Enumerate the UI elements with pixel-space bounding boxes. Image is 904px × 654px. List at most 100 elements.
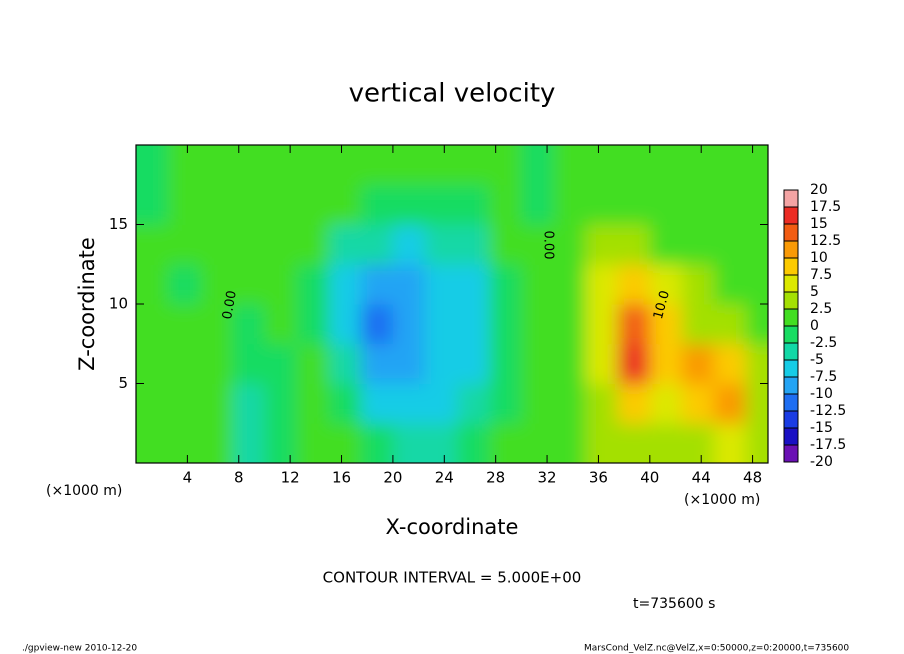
field-cell xyxy=(649,264,683,305)
field-cell xyxy=(617,264,651,305)
field-cell xyxy=(264,264,298,305)
field-cell xyxy=(360,145,394,186)
field-cell xyxy=(296,304,330,345)
y-unit: (×1000 m) xyxy=(46,483,122,499)
colorbar-bin xyxy=(784,360,798,377)
field-cell xyxy=(392,264,426,305)
field-cell xyxy=(617,343,651,384)
field-cell xyxy=(714,343,747,384)
field-cell xyxy=(746,184,768,225)
field-cell xyxy=(392,423,426,463)
field-cell xyxy=(360,264,394,305)
field-cell xyxy=(585,264,619,305)
colorbar-label: -20 xyxy=(810,454,833,470)
field-cell xyxy=(425,343,458,384)
field-cell xyxy=(746,224,768,265)
field-cell xyxy=(649,145,683,186)
field-cell xyxy=(168,224,201,265)
field-cell xyxy=(521,145,554,186)
field-cell xyxy=(360,224,394,265)
field-cell xyxy=(168,343,201,384)
field-cell xyxy=(296,145,330,186)
field-cell xyxy=(264,184,298,225)
colorbar-bin xyxy=(784,394,798,411)
field-cell xyxy=(521,423,554,463)
x-tick-label: 28 xyxy=(486,469,505,487)
field-cell xyxy=(200,224,233,265)
field-cell xyxy=(681,423,715,463)
field-cell xyxy=(168,145,201,186)
x-tick-label: 44 xyxy=(692,469,711,487)
field-cell xyxy=(617,304,651,345)
field-cell xyxy=(328,224,362,265)
colorbar-label: 15 xyxy=(810,216,828,232)
colorbar-label: 10 xyxy=(810,250,828,266)
field-cell xyxy=(232,264,265,305)
field-cell xyxy=(746,343,768,384)
field-cell xyxy=(489,264,522,305)
x-tick-label: 16 xyxy=(332,469,351,487)
field-cell xyxy=(232,383,265,424)
field-cell xyxy=(457,304,490,345)
field-cell xyxy=(264,224,298,265)
field-cell xyxy=(296,423,330,463)
field-cell xyxy=(617,383,651,424)
field-cell xyxy=(232,423,265,463)
field-cell xyxy=(457,224,490,265)
field-cell xyxy=(489,343,522,384)
field-cell xyxy=(136,145,169,186)
x-tick-label: 32 xyxy=(538,469,557,487)
time-label: t=735600 s xyxy=(633,596,715,612)
y-tick-label: 15 xyxy=(109,215,128,233)
field-cell xyxy=(746,423,768,463)
field-cell xyxy=(232,184,265,225)
field-cell xyxy=(136,383,169,424)
field-cell xyxy=(585,224,619,265)
x-axis-label: X-coordinate xyxy=(386,515,519,539)
field-cell xyxy=(617,224,651,265)
field-cell xyxy=(489,184,522,225)
field-cell xyxy=(521,224,554,265)
colorbar-label: -5 xyxy=(810,352,824,368)
colorbar-bin xyxy=(784,309,798,326)
y-tick-label: 5 xyxy=(118,374,128,392)
field-cell xyxy=(200,423,233,463)
field-cell xyxy=(136,264,169,305)
field-cell xyxy=(136,184,169,225)
field-cell xyxy=(264,423,298,463)
field-cell xyxy=(360,343,394,384)
field-cell xyxy=(457,264,490,305)
field-cell xyxy=(649,423,683,463)
field-cell xyxy=(328,184,362,225)
colorbar-label: -17.5 xyxy=(810,437,846,453)
field-cell xyxy=(168,184,201,225)
colorbar-label: -7.5 xyxy=(810,369,837,385)
field-cell xyxy=(714,145,747,186)
field-cell xyxy=(457,383,490,424)
field-cell xyxy=(585,423,619,463)
field-cell xyxy=(328,423,362,463)
field-cell xyxy=(425,423,458,463)
field-cell xyxy=(746,145,768,186)
field-cell xyxy=(425,264,458,305)
footer-left: ./gpview-new 2010-12-20 xyxy=(22,644,137,654)
x-tick-label: 12 xyxy=(281,469,300,487)
field-cell xyxy=(714,423,747,463)
field-cell xyxy=(714,224,747,265)
field-cell xyxy=(681,343,715,384)
field-cell xyxy=(425,145,458,186)
colorbar-bin xyxy=(784,292,798,309)
field-cell xyxy=(457,184,490,225)
field-cell xyxy=(681,264,715,305)
x-unit: (×1000 m) xyxy=(684,492,760,508)
y-axis-label: Z-coordinate xyxy=(75,237,99,371)
chart-title: vertical velocity xyxy=(349,79,556,109)
field-cell xyxy=(649,383,683,424)
cells xyxy=(136,145,768,463)
field-cell xyxy=(232,145,265,186)
field-cell xyxy=(136,304,169,345)
field-cell xyxy=(457,145,490,186)
field-cell xyxy=(296,184,330,225)
field-cell xyxy=(521,343,554,384)
